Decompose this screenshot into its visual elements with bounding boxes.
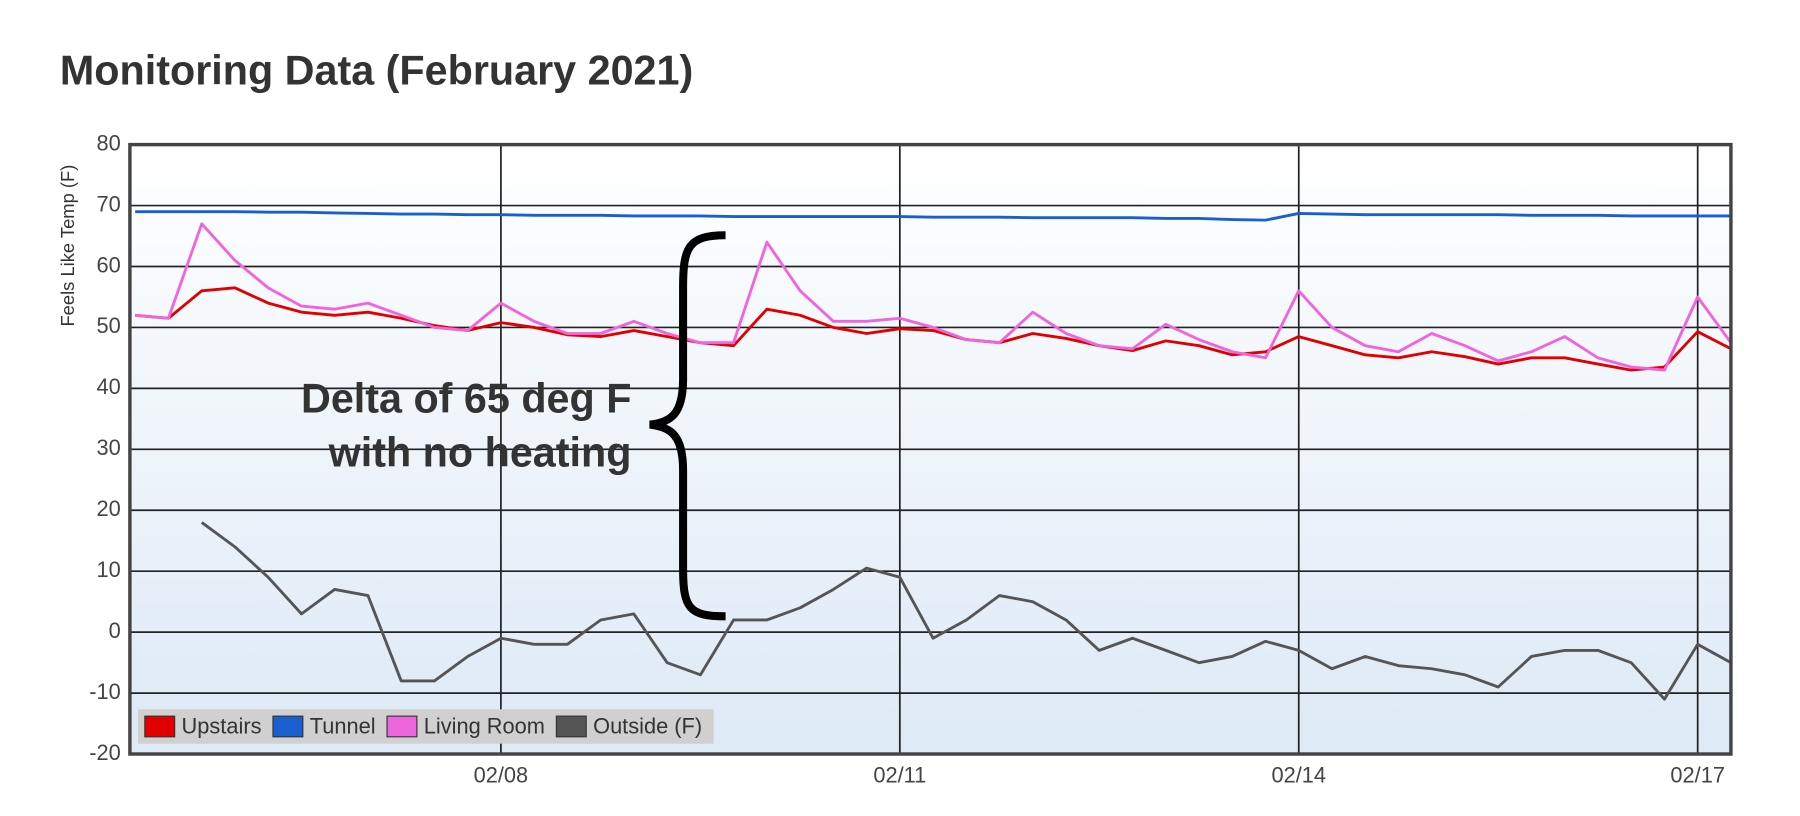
legend-label: Upstairs xyxy=(182,713,262,738)
legend-label: Living Room xyxy=(424,713,545,738)
legend-swatch xyxy=(144,715,176,738)
y-tick-label: -10 xyxy=(89,679,121,704)
series-line xyxy=(200,521,1732,701)
legend-swatch xyxy=(555,715,587,738)
legend-box xyxy=(137,709,714,744)
y-axis-label: Feels Like Temp (F) xyxy=(57,165,78,327)
series-line xyxy=(135,222,1733,372)
chart-title: Monitoring Data (February 2021) xyxy=(60,47,693,93)
legend-swatch xyxy=(272,715,304,738)
y-tick-label: 20 xyxy=(96,496,120,521)
series-line xyxy=(135,210,1731,222)
y-tick-label: 80 xyxy=(96,130,120,155)
y-tick-label: 0 xyxy=(109,618,121,643)
x-tick-label: 02/11 xyxy=(873,763,926,788)
y-tick-label: 70 xyxy=(96,191,120,216)
plot-frame xyxy=(128,142,1733,756)
annotation: with no heating xyxy=(328,430,632,476)
y-tick-label: 30 xyxy=(96,435,120,460)
y-tick-label: -20 xyxy=(89,740,121,765)
series-line xyxy=(135,286,1732,372)
legend-swatch xyxy=(386,715,418,738)
legend-label: Outside (F) xyxy=(593,713,702,738)
y-tick-label: 10 xyxy=(96,557,120,582)
x-tick-label: 02/14 xyxy=(1271,763,1326,788)
annotation: Delta of 65 deg F xyxy=(301,376,631,422)
brace xyxy=(649,231,726,621)
y-tick-label: 50 xyxy=(96,313,120,338)
legend-label: Tunnel xyxy=(310,713,376,738)
y-tick-label: 60 xyxy=(96,252,120,277)
y-tick-label: 40 xyxy=(96,374,120,399)
x-tick-label: 02/08 xyxy=(474,763,529,788)
x-tick-label: 02/17 xyxy=(1670,763,1725,788)
